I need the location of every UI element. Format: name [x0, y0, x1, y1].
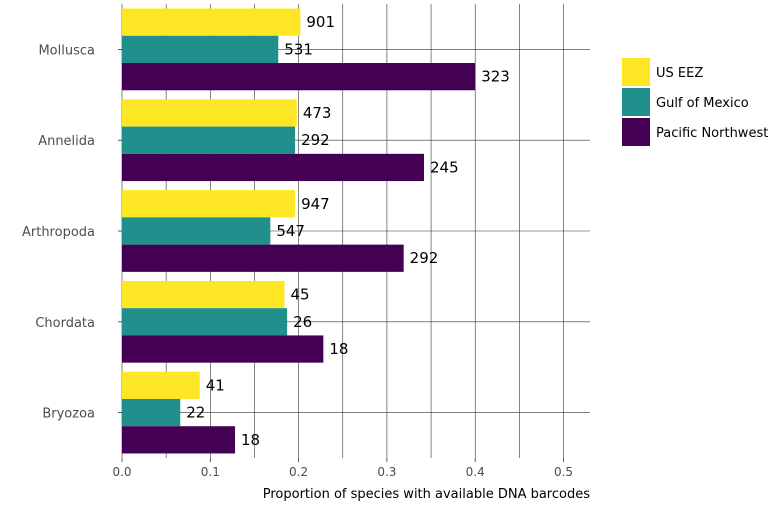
category-label: Arthropoda: [22, 225, 95, 240]
bar: [122, 244, 404, 272]
bar: [122, 426, 236, 454]
data-label: 473: [303, 104, 332, 122]
data-label: 547: [276, 222, 305, 240]
bar: [122, 63, 476, 91]
x-tick-label: 0.1: [201, 465, 220, 479]
data-label: 18: [241, 431, 260, 449]
category-label: Annelida: [38, 134, 95, 149]
bar: [122, 335, 324, 363]
category-label: Mollusca: [38, 43, 95, 58]
legend-swatch: [622, 118, 650, 146]
legend-swatch: [622, 88, 650, 116]
x-tick-label: 0.4: [466, 465, 485, 479]
bar: [122, 126, 296, 154]
category-labels: Mollusca Annelida Arthropoda Chordata Bryozo…: [22, 43, 122, 422]
legend: US EEZ Gulf of Mexico Pacific Northwest: [622, 58, 768, 146]
x-tick-label: 0.3: [377, 465, 396, 479]
data-label: 323: [481, 68, 510, 86]
bar: [122, 371, 200, 399]
x-tick-label: 0.0: [112, 465, 131, 479]
bar: [122, 308, 288, 336]
legend-label: US EEZ: [656, 66, 703, 81]
data-label: 18: [329, 340, 348, 358]
bar: [122, 8, 301, 36]
bar: [122, 35, 279, 64]
data-label: 22: [186, 404, 205, 422]
bar: [122, 99, 297, 127]
data-label: 26: [293, 313, 312, 331]
data-label: 292: [410, 249, 439, 267]
x-tick-label: 0.5: [554, 465, 573, 479]
x-tick-label: 0.2: [289, 465, 308, 479]
data-label: 245: [430, 158, 459, 176]
data-label: 45: [290, 286, 309, 304]
bar: [122, 398, 181, 427]
data-label: 41: [206, 376, 225, 394]
bar: [122, 153, 424, 182]
bar: [122, 190, 296, 218]
data-label: 901: [306, 13, 335, 31]
bars: [122, 8, 476, 454]
legend-label: Gulf of Mexico: [656, 96, 749, 111]
legend-swatch: [622, 58, 650, 86]
data-label: 531: [284, 40, 313, 58]
bar: [122, 217, 271, 245]
category-label: Chordata: [35, 316, 95, 331]
legend-label: Pacific Northwest: [656, 126, 768, 141]
bar: [122, 280, 285, 309]
data-label: 947: [301, 195, 330, 213]
category-label: Bryozoa: [42, 407, 95, 422]
x-tick-labels: 0.0 0.1 0.2 0.3 0.4 0.5: [112, 458, 573, 479]
data-label: 292: [301, 131, 330, 149]
x-axis-title: Proportion of species with available DNA…: [263, 487, 590, 502]
